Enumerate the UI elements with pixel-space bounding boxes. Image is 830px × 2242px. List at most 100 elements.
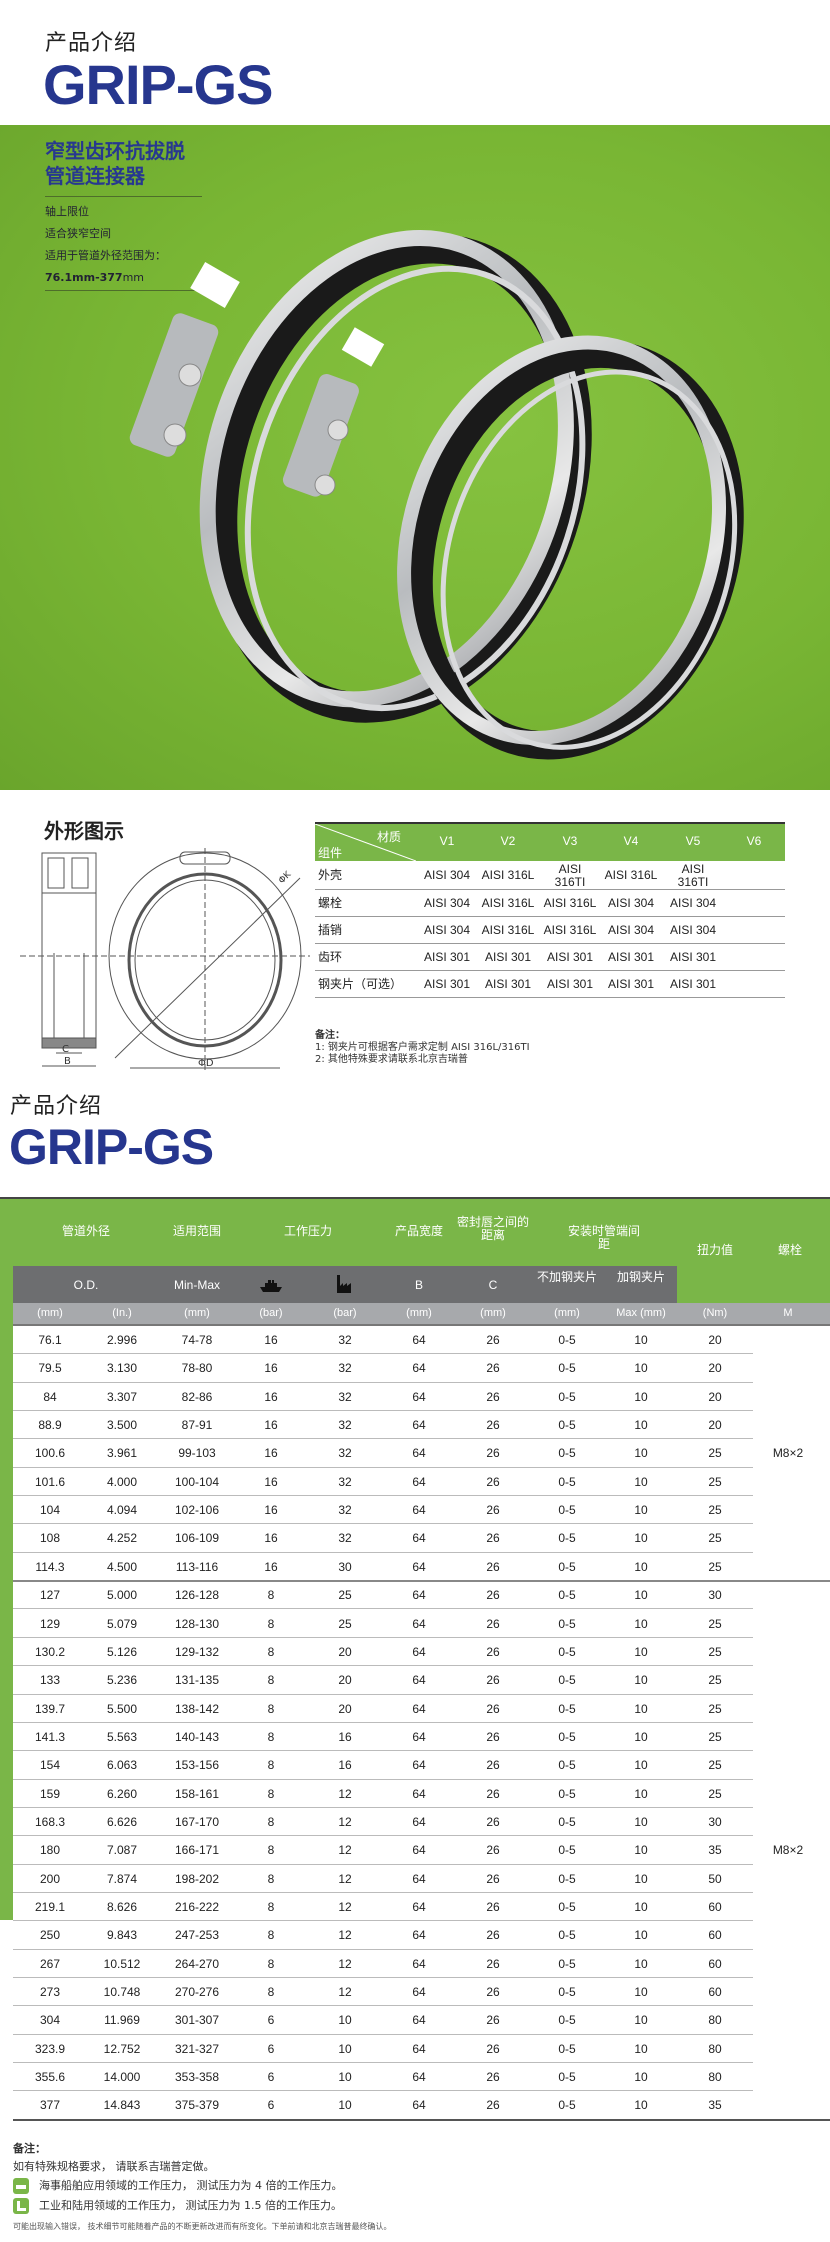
unit-label: (In.) bbox=[112, 1307, 132, 1319]
material-cell: AISI 316L bbox=[543, 895, 597, 910]
table-row: 108 4.252 106-109 16 32 64 26 0-5 10 25 bbox=[13, 1524, 753, 1553]
table-cell: 5.236 bbox=[106, 1673, 138, 1688]
spec-notes-title: 备注： bbox=[13, 2142, 46, 2155]
table-cell: 7.874 bbox=[106, 1871, 138, 1886]
table-cell: 80 bbox=[708, 2070, 722, 2085]
unit-label: Max (mm) bbox=[616, 1307, 666, 1319]
table-cell: 353-358 bbox=[174, 2070, 220, 2085]
table-row: 200 7.874 198-202 8 12 64 26 0-5 10 50 bbox=[13, 1865, 753, 1893]
table-cell: 12 bbox=[338, 1871, 352, 1886]
material-cell: AISI 304 bbox=[607, 895, 655, 910]
dimension-c-label: C bbox=[62, 1044, 69, 1055]
table-cell: 60 bbox=[708, 1928, 722, 1943]
table-cell: 304 bbox=[39, 2013, 61, 2028]
material-cell: AISI 316L bbox=[481, 895, 535, 910]
table-cell: 100-104 bbox=[174, 1474, 220, 1489]
group-header: 工作压力 bbox=[283, 1224, 332, 1238]
table-cell: 166-171 bbox=[174, 1843, 220, 1858]
material-cell: AISI 304 bbox=[607, 922, 655, 937]
material-row-label: 螺栓 bbox=[318, 895, 343, 910]
material-cell: AISI 316L bbox=[543, 922, 597, 937]
table-cell: 16 bbox=[264, 1474, 278, 1489]
table-cell: 8.626 bbox=[106, 1900, 138, 1914]
table-cell: 26 bbox=[486, 1333, 500, 1347]
table-cell: 0-5 bbox=[558, 2013, 576, 2028]
legend-item-industrial: 工业和陆用领域的工作压力， 测试压力为 1.5 倍的工作压力。 bbox=[13, 2196, 392, 2216]
table-cell: 128-130 bbox=[174, 1616, 220, 1631]
material-column-header: V4 bbox=[623, 834, 639, 848]
corner-component-label: 组件 bbox=[318, 846, 343, 860]
table-cell: 10 bbox=[634, 2070, 648, 2085]
unit-label: (bar) bbox=[259, 1307, 283, 1319]
table-cell: 355.6 bbox=[34, 2070, 66, 2085]
table-cell: 26 bbox=[486, 1503, 500, 1518]
table-cell: 106-109 bbox=[174, 1531, 220, 1546]
table-row: 104 4.094 102-106 16 32 64 26 0-5 10 25 bbox=[13, 1496, 753, 1525]
table-cell: 101.6 bbox=[34, 1474, 66, 1489]
table-cell: 25 bbox=[708, 1559, 722, 1574]
table-cell: 219.1 bbox=[34, 1900, 66, 1914]
table-row: 79.5 3.130 78-80 16 32 64 26 0-5 10 20 bbox=[13, 1354, 753, 1383]
material-cell: AISI 301 bbox=[484, 949, 532, 964]
table-cell: 10 bbox=[634, 2041, 648, 2056]
table-cell: 25 bbox=[708, 1729, 722, 1744]
material-cell: AISI 304 bbox=[423, 895, 471, 910]
feature-item: 适用于管道外径范围为： bbox=[45, 249, 166, 262]
table-cell: 26 bbox=[486, 1928, 500, 1943]
table-cell: 10 bbox=[634, 1531, 648, 1546]
table-cell: 64 bbox=[412, 2098, 426, 2113]
table-cell: 64 bbox=[412, 1814, 426, 1829]
table-cell: 10 bbox=[634, 1758, 648, 1773]
table-cell: 159 bbox=[39, 1786, 61, 1801]
table-cell: 129 bbox=[39, 1616, 61, 1631]
coupling-product-image bbox=[129, 230, 744, 760]
table-cell: 0-5 bbox=[558, 1871, 576, 1886]
bolt-cell: M8×2 bbox=[772, 1843, 804, 1858]
table-cell: 26 bbox=[486, 1644, 500, 1659]
table-cell: 9.843 bbox=[106, 1928, 138, 1943]
hero-title-line2: 管道连接器 bbox=[45, 164, 145, 188]
size-range-value: 76.1mm-377 bbox=[45, 271, 123, 284]
table-cell: 7.087 bbox=[106, 1843, 138, 1858]
material-cell: AISI 301 bbox=[607, 976, 655, 991]
table-cell: 26 bbox=[486, 1758, 500, 1773]
table-cell: 10 bbox=[634, 1843, 648, 1858]
table-cell: 84 bbox=[43, 1389, 57, 1404]
table-cell: 8 bbox=[267, 1871, 275, 1886]
table-cell: 113-116 bbox=[175, 1559, 219, 1574]
material-cell: AISI 301 bbox=[607, 949, 655, 964]
table-cell: 5.126 bbox=[106, 1644, 138, 1659]
table-cell: 20 bbox=[708, 1418, 722, 1433]
table-cell: 2.996 bbox=[106, 1333, 138, 1347]
table-cell: 114.3 bbox=[35, 1559, 65, 1574]
table-cell: 26 bbox=[486, 2013, 500, 2028]
table-cell: 6 bbox=[267, 2041, 275, 2056]
material-cell: AISI 301 bbox=[546, 949, 594, 964]
table-row: 127 5.000 126-128 8 25 64 26 0-5 10 30 bbox=[13, 1581, 753, 1610]
table-cell: 16 bbox=[264, 1531, 278, 1546]
table-cell: 88.9 bbox=[38, 1418, 62, 1433]
table-row: 180 7.087 166-171 8 12 64 26 0-5 10 35 M8×2 bbox=[13, 1836, 803, 1865]
table-cell: 6 bbox=[267, 2070, 275, 2085]
table-cell: 10 bbox=[634, 1588, 648, 1603]
table-cell: 74-78 bbox=[181, 1333, 213, 1347]
table-cell: 167-170 bbox=[174, 1814, 220, 1829]
ship-icon bbox=[259, 1274, 283, 1294]
table-cell: 26 bbox=[486, 2070, 500, 2085]
table-cell: 0-5 bbox=[558, 1786, 576, 1801]
corner-diagonal bbox=[315, 824, 416, 861]
table-cell: 20 bbox=[338, 1701, 352, 1716]
table-cell: 64 bbox=[412, 1729, 426, 1744]
material-row bbox=[315, 917, 785, 944]
table-cell: 6 bbox=[267, 2098, 275, 2113]
group-separator bbox=[13, 1580, 830, 1582]
table-cell: 20 bbox=[708, 1389, 722, 1404]
spec-notes: 备注： 如有特殊规格要求， 请联系吉瑞普定做。 海事船舶应用领域的工作压力， 测… bbox=[13, 2140, 392, 2236]
table-cell: 64 bbox=[412, 1616, 426, 1631]
intro-heading: 产品介绍 bbox=[45, 31, 138, 56]
table-cell: 0-5 bbox=[558, 1389, 576, 1404]
table-cell: 20 bbox=[708, 1333, 722, 1347]
table-cell: 273 bbox=[39, 1985, 61, 2000]
table-cell: 5.563 bbox=[106, 1729, 138, 1744]
table-cell: 12 bbox=[338, 1928, 352, 1943]
